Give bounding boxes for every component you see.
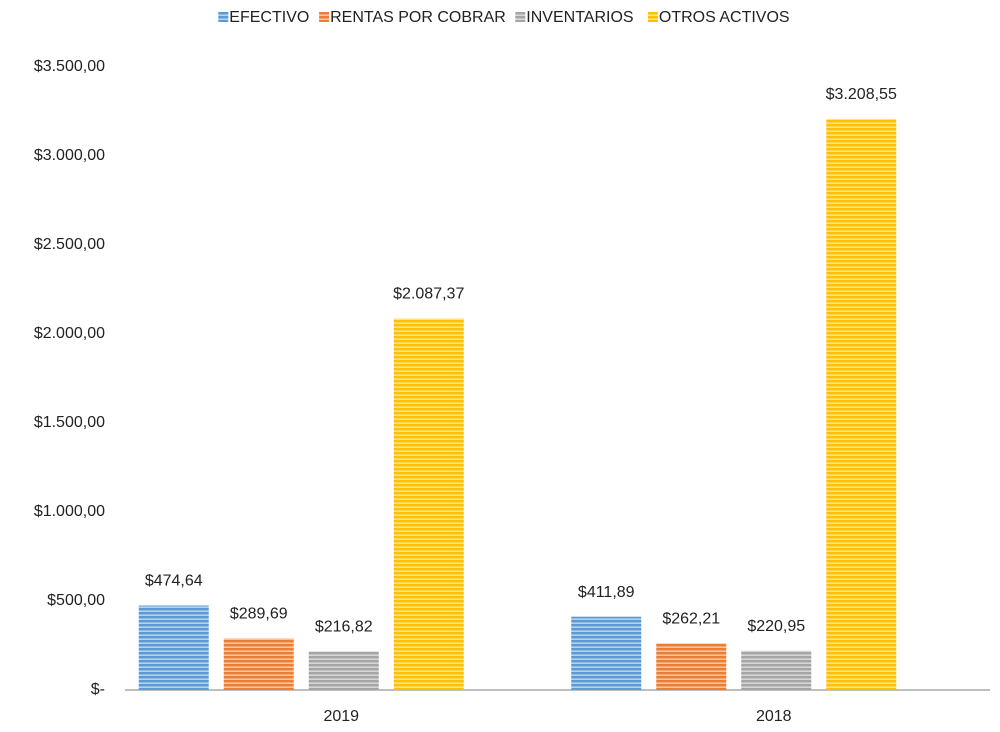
bar xyxy=(741,650,812,690)
y-tick-label: $1.500,00 xyxy=(34,414,105,431)
legend-swatch xyxy=(515,12,526,22)
x-tick-label: 2019 xyxy=(323,708,359,725)
data-label: $474,64 xyxy=(145,573,203,590)
data-label: $289,69 xyxy=(230,606,288,623)
legend-label: OTROS ACTIVOS xyxy=(659,9,790,26)
y-tick-label: $1.000,00 xyxy=(34,503,105,520)
legend-swatch xyxy=(218,12,229,22)
legend-swatch xyxy=(647,12,658,22)
y-tick-label: $2.000,00 xyxy=(34,325,105,342)
data-label: $262,21 xyxy=(662,611,720,628)
y-tick-label: $2.500,00 xyxy=(34,236,105,253)
y-tick-label: $3.000,00 xyxy=(34,147,105,164)
data-label: $220,95 xyxy=(747,618,805,635)
y-tick-label: $- xyxy=(91,681,105,698)
legend-label: INVENTARIOS xyxy=(526,9,633,26)
legend-label: EFECTIVO xyxy=(229,9,309,26)
data-label: $411,89 xyxy=(578,584,635,601)
bar xyxy=(656,643,727,690)
bar xyxy=(826,118,897,690)
legend-swatch xyxy=(319,12,330,22)
data-label: $3.208,55 xyxy=(826,86,897,103)
bar xyxy=(138,605,209,690)
bar xyxy=(571,616,642,690)
bar xyxy=(308,651,379,690)
bar xyxy=(223,638,294,690)
x-tick-label: 2018 xyxy=(756,708,792,725)
legend-label: RENTAS POR COBRAR xyxy=(330,9,506,26)
data-label: $2.087,37 xyxy=(393,286,464,303)
data-label: $216,82 xyxy=(315,619,373,636)
bar xyxy=(393,318,464,690)
y-tick-label: $3.500,00 xyxy=(34,58,105,75)
y-tick-label: $500,00 xyxy=(47,592,105,609)
